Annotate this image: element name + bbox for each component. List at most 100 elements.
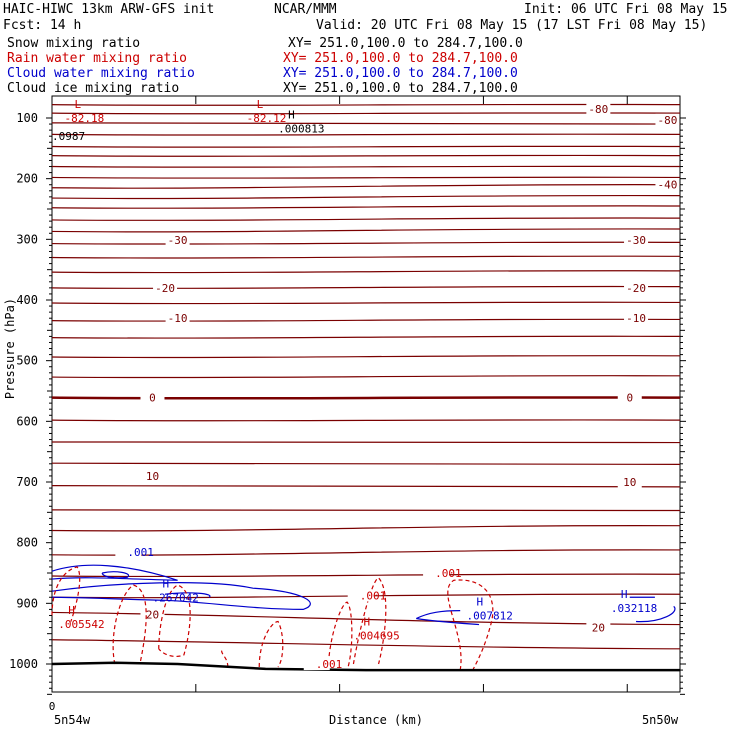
isotherm-line	[51, 419, 681, 422]
isotherm-line	[51, 335, 681, 339]
isotherm-label-bg	[617, 476, 642, 488]
isotherm-line	[51, 112, 681, 115]
isotherm-line	[51, 165, 681, 168]
y-tick-label: 200	[16, 172, 38, 186]
field-label-rain: Rain water mixing ratio	[7, 51, 188, 66]
cloud-water-contour	[415, 610, 480, 626]
x-axis-label: Distance (km)	[329, 713, 423, 727]
extremum-marker: H	[476, 595, 483, 608]
isotherm-line	[51, 255, 681, 259]
rain-water-contour	[220, 650, 229, 668]
extremum-value: .000813	[278, 122, 324, 135]
isotherm-line	[51, 524, 681, 532]
field-label-cloud-ice: Cloud ice mixing ratio	[7, 81, 180, 96]
y-axis-label: Pressure (hPa)	[3, 298, 17, 399]
x-right-label: 5n50w	[642, 713, 679, 727]
chart-title: HAIC-HIWC 13km ARW-GFS init	[3, 2, 215, 17]
isotherm-label-bg	[153, 281, 178, 294]
cloud-water-contour	[164, 592, 211, 598]
extremum-marker: H	[288, 108, 295, 121]
rain-water-contour	[158, 584, 191, 657]
extremum-marker: H	[363, 615, 370, 628]
field-xy-cloud-ice: XY= 251.0,100.0 to 284.7,100.0	[283, 81, 518, 96]
extremum-value: .267042	[152, 591, 198, 604]
y-tick-label: 1000	[9, 657, 38, 671]
isotherm-label: -20	[626, 282, 646, 295]
isotherm-label: -80	[588, 103, 608, 116]
contour-label: .001	[435, 567, 462, 580]
extremum-value: .0987	[52, 130, 85, 143]
isotherm-label-bg	[617, 391, 642, 404]
isotherm-line	[51, 154, 681, 157]
isotherm-line	[51, 103, 681, 106]
extremum-value: .007812	[466, 609, 512, 622]
isotherm-label: -30	[626, 234, 646, 247]
isotherm-label: -80	[658, 114, 678, 127]
isotherm-line	[51, 355, 681, 359]
isotherm-line	[51, 228, 681, 233]
isotherm-label: 20	[146, 608, 159, 621]
isotherm-label-bg	[655, 113, 680, 126]
isotherm-line	[51, 441, 681, 444]
isotherm-line	[51, 462, 681, 466]
isotherm-label: 10	[146, 470, 159, 483]
isotherm-label-bg	[165, 312, 190, 325]
contour-label: .001	[127, 546, 154, 559]
y-tick-label: 900	[16, 596, 38, 610]
field-xy-snow: XY= 251.0,100.0 to 284.7,100.0	[288, 36, 523, 51]
isotherm-label-bg	[586, 102, 611, 115]
isotherm-line	[51, 396, 681, 400]
isotherm-label-bg	[624, 233, 649, 246]
isotherm-label: -10	[168, 312, 188, 325]
cloud-water-contour	[51, 582, 311, 611]
plot-frame	[51, 95, 681, 693]
surface-pressure-line	[51, 661, 680, 672]
isotherm-label-bg	[165, 233, 190, 246]
contour-label-bg	[347, 589, 374, 602]
isotherm-line	[51, 639, 681, 650]
contour-label-bg	[115, 545, 142, 558]
valid-time: Valid: 20 UTC Fri 08 May 15 (17 LST Fri …	[316, 18, 708, 33]
y-tick-label: 800	[16, 536, 38, 550]
isotherm-line	[51, 194, 681, 200]
extremum-value: .032118	[611, 602, 657, 615]
isotherm-label: -40	[658, 179, 678, 192]
field-xy-rain: XY= 251.0,100.0 to 284.7,100.0	[283, 51, 518, 66]
cloud-water-contour	[629, 596, 676, 623]
isotherm-label: 0	[149, 392, 156, 405]
isotherm-label: -20	[155, 282, 175, 295]
y-tick-label: 500	[16, 354, 38, 368]
extremum-value: -82.12	[247, 112, 287, 125]
isotherm-line	[51, 509, 681, 512]
rain-water-contour	[327, 601, 353, 671]
y-tick-label: 700	[16, 475, 38, 489]
contour-label: .001	[360, 589, 387, 602]
isotherm-line	[51, 611, 681, 626]
isotherm-label-bg	[140, 391, 165, 404]
isotherm-line	[51, 176, 681, 179]
isotherm-label-bg	[624, 312, 649, 325]
extremum-marker: L	[75, 98, 82, 111]
isotherm-label: -10	[626, 312, 646, 325]
isotherm-line	[51, 485, 681, 488]
y-tick-label: 400	[16, 293, 38, 307]
x-left-label: 5n54w	[54, 713, 91, 727]
isotherm-line	[51, 205, 681, 209]
rain-water-contour	[352, 577, 387, 665]
isotherm-label-bg	[655, 178, 680, 191]
y-tick-label: 300	[16, 232, 38, 246]
y-tick-label: 600	[16, 414, 38, 428]
isotherm-line	[51, 184, 681, 189]
isotherm-label: 0	[626, 392, 633, 405]
center-label: NCAR/MMM	[274, 2, 337, 17]
cloud-water-contour	[51, 564, 178, 581]
x-origin-label: 0	[49, 700, 56, 713]
cloud-water-contour	[101, 571, 130, 579]
contour-label-bg	[423, 567, 450, 580]
forecast-hour: Fcst: 14 h	[3, 18, 82, 33]
extremum-value: -82.18	[65, 112, 105, 125]
isotherm-line	[51, 270, 681, 274]
isotherm-line	[51, 217, 681, 222]
extremum-marker: H	[68, 604, 75, 617]
